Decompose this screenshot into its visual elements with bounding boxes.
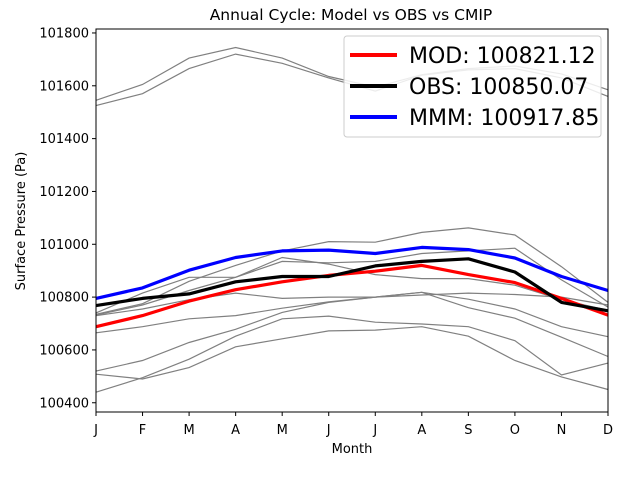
y-tick-label: 101400 <box>39 132 89 147</box>
legend-entry-obs-label: OBS: 100850.07 <box>409 75 588 100</box>
y-axis-label: Surface Pressure (Pa) <box>14 152 29 291</box>
x-tick-label: M <box>277 423 288 438</box>
chart-title: Annual Cycle: Model vs OBS vs CMIP <box>210 6 493 24</box>
x-tick-label: J <box>326 423 331 438</box>
x-tick-label: A <box>231 423 240 438</box>
cmip-model-line-10 <box>95 315 609 393</box>
y-tick-label: 101800 <box>39 26 89 41</box>
mod-series-line <box>95 263 609 329</box>
cmip-model-line-3 <box>95 227 609 315</box>
mmm-series-line <box>95 245 609 300</box>
y-tick-label: 100400 <box>39 396 89 411</box>
cmip-model-line-8 <box>95 291 609 372</box>
legend-entry-mmm-label: MMM: 100917.85 <box>409 106 599 131</box>
x-tick-label: M <box>183 423 194 438</box>
plot-area <box>95 46 609 393</box>
legend: MOD: 100821.12 OBS: 100850.07 MMM: 100917.… <box>343 35 602 138</box>
x-tick-label: F <box>139 423 146 438</box>
y-tick-label: 100600 <box>39 343 89 358</box>
axes-frame <box>95 28 609 413</box>
y-tick-label: 101000 <box>39 238 89 253</box>
x-axis-label: Month <box>332 442 373 457</box>
cmip-model-line-5 <box>95 247 609 314</box>
x-tick-label: J <box>372 423 377 438</box>
y-tick-label: 100800 <box>39 291 89 306</box>
obs-series-line <box>95 257 609 313</box>
x-tick-label: N <box>557 423 567 438</box>
cmip-model-line-6 <box>95 292 609 317</box>
x-tick-label: D <box>603 423 613 438</box>
legend-entry-mod-label: MOD: 100821.12 <box>409 44 596 69</box>
y-tick-label: 101200 <box>39 185 89 200</box>
x-tick-label: A <box>417 423 426 438</box>
x-tick-label: S <box>464 423 472 438</box>
cmip-model-line-4 <box>95 256 609 316</box>
x-tick-label: O <box>510 423 520 438</box>
legend-box <box>343 35 602 138</box>
cmip-model-line-9 <box>95 326 609 391</box>
x-tick-label: J <box>93 423 98 438</box>
y-tick-label: 101600 <box>39 79 89 94</box>
y-axis-ticks: 100400 100600 100800 101000 101200 101400 1016… <box>39 26 96 411</box>
